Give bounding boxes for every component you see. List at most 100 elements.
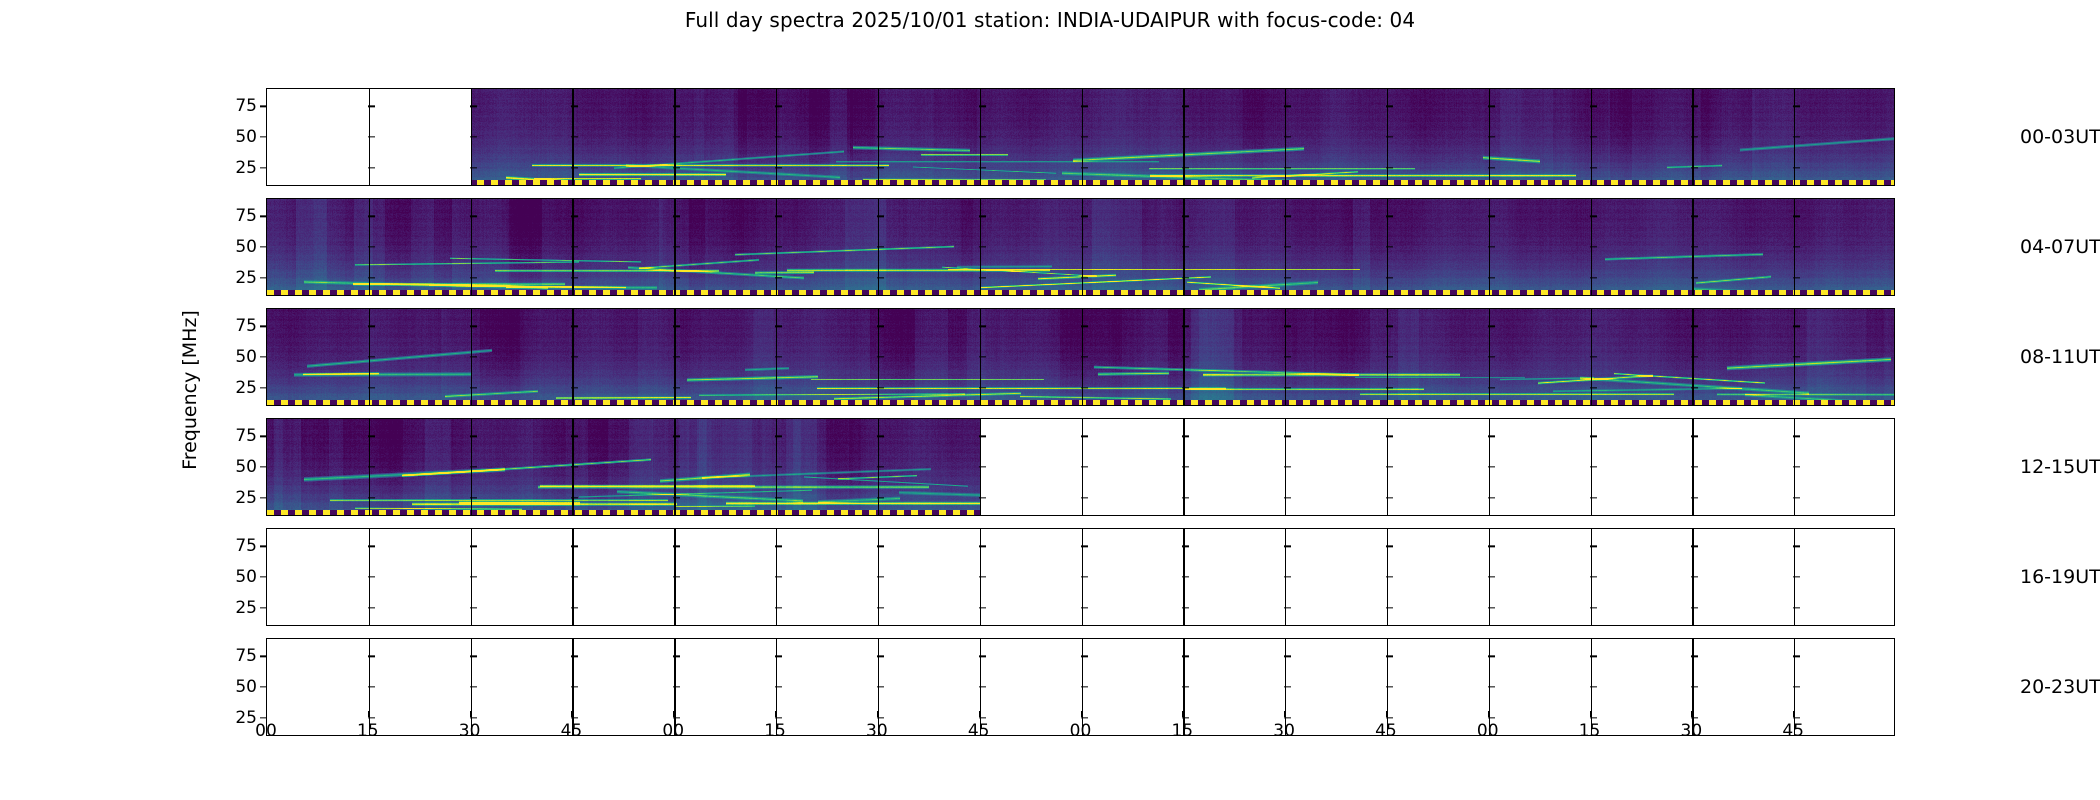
y-tick-mark-inner <box>1284 606 1292 609</box>
y-tick-label: 75 <box>235 426 257 447</box>
y-tick-mark-inner <box>469 606 477 609</box>
y-tick-mark-inner <box>469 435 477 438</box>
y-tick-mark-inner <box>673 105 681 108</box>
y-tick-mark-inner <box>1080 356 1088 358</box>
y-tick-mark-inner <box>876 466 884 468</box>
y-tick-mark-inner <box>978 545 986 548</box>
y-tick-mark <box>260 576 266 578</box>
y-tick-mark-inner <box>978 686 986 688</box>
y-tick-mark <box>260 606 266 609</box>
y-tick-mark-inner <box>775 136 783 138</box>
y-tick-mark-inner <box>1793 356 1801 358</box>
y-tick-mark-inner <box>978 246 986 248</box>
y-tick-mark-inner <box>571 466 579 468</box>
y-tick-mark-inner <box>571 276 579 279</box>
y-tick-mark-inner <box>1793 166 1801 169</box>
row-time-label: 12-15UT <box>2020 456 2100 478</box>
y-tick-mark-inner <box>775 576 783 578</box>
y-tick-mark-inner <box>978 435 986 438</box>
y-tick-mark-inner <box>469 246 477 248</box>
spectrogram-row-20-23ut[interactable]: 75 50 25 <box>235 638 1895 736</box>
spectrogram-row-08-11ut[interactable]: 75 50 25 <box>235 308 1895 406</box>
y-tick-mark-inner <box>367 246 375 248</box>
y-tick-mark-inner <box>673 215 681 218</box>
y-tick-mark <box>260 655 266 658</box>
y-tick-mark <box>260 215 266 218</box>
y-tick-mark-inner <box>367 386 375 389</box>
y-tick-mark-inner <box>1080 435 1088 438</box>
y-tick-mark-inner <box>469 325 477 328</box>
y-tick-mark-inner <box>1793 716 1801 719</box>
y-tick-label: 50 <box>235 347 257 367</box>
y-tick-mark-inner <box>571 246 579 248</box>
y-tick-mark-inner <box>1793 576 1801 578</box>
y-tick-mark-inner <box>469 166 477 169</box>
y-tick-mark-inner <box>1182 576 1190 578</box>
y-tick-mark-inner <box>1284 276 1292 279</box>
y-tick-mark-inner <box>673 466 681 468</box>
y-tick-mark-inner <box>469 496 477 499</box>
x-tick-mark <box>1487 711 1490 717</box>
x-tick-label: 30 <box>866 721 888 741</box>
y-tick-mark-inner <box>1284 215 1292 218</box>
y-tick-mark-inner <box>1487 606 1495 609</box>
y-tick-label: 25 <box>235 707 257 728</box>
y-tick-mark-inner <box>1691 215 1699 218</box>
row-time-label: 08-11UT <box>2020 346 2100 368</box>
y-tick-mark-inner <box>1385 716 1393 719</box>
y-tick-mark-inner <box>775 325 783 328</box>
y-tick-mark-inner <box>673 325 681 328</box>
y-tick-mark-inner <box>1182 716 1190 719</box>
y-tick-mark-inner <box>1080 386 1088 389</box>
y-tick-mark-inner <box>775 105 783 108</box>
y-tick-mark-inner <box>469 466 477 468</box>
y-tick-mark-inner <box>367 105 375 108</box>
y-tick-mark-inner <box>1080 276 1088 279</box>
y-tick-mark-inner <box>1385 276 1393 279</box>
y-tick-mark-inner <box>1080 105 1088 108</box>
x-tick-mark <box>1793 711 1795 717</box>
y-tick-mark-inner <box>876 136 884 138</box>
y-tick-mark-inner <box>1793 215 1801 218</box>
y-tick-mark-inner <box>1284 686 1292 688</box>
y-tick-mark <box>260 246 266 248</box>
y-tick-mark-inner <box>1487 686 1495 688</box>
y-tick-mark-inner <box>367 496 375 499</box>
y-tick-mark-inner <box>775 386 783 389</box>
y-tick-mark-inner <box>1691 356 1699 358</box>
y-tick-mark-inner <box>1487 576 1495 578</box>
y-tick-mark-inner <box>1385 215 1393 218</box>
y-tick-mark-inner <box>1385 136 1393 138</box>
y-tick-mark-inner <box>673 136 681 138</box>
y-tick-mark-inner <box>1385 576 1393 578</box>
y-tick-mark-inner <box>1284 496 1292 499</box>
y-tick-mark-inner <box>1080 655 1088 658</box>
spectrogram-row-12-15ut[interactable]: 75 50 25 <box>235 418 1895 516</box>
y-tick-mark-inner <box>775 655 783 658</box>
y-tick-mark-inner <box>367 576 375 578</box>
y-tick-mark-inner <box>1589 386 1597 389</box>
y-tick-mark <box>260 716 266 719</box>
y-tick-label: 50 <box>235 677 257 697</box>
x-tick-mark <box>876 711 879 717</box>
spectrogram-row-04-07ut[interactable]: 75 50 25 <box>235 198 1895 296</box>
y-tick-mark-inner <box>876 686 884 688</box>
y-tick-mark-inner <box>1080 166 1088 169</box>
y-tick-mark-inner <box>1589 576 1597 578</box>
spectrogram-row-16-19ut[interactable]: 75 50 25 <box>235 528 1895 626</box>
y-tick-mark-inner <box>1793 606 1801 609</box>
y-tick-mark-inner <box>1385 105 1393 108</box>
y-tick-mark-inner <box>1793 496 1801 499</box>
y-tick-mark-inner <box>1080 496 1088 499</box>
y-tick-mark-inner <box>673 606 681 609</box>
y-tick-mark-inner <box>978 166 986 169</box>
y-tick-label: 50 <box>235 457 257 477</box>
spectrogram-row-00-03ut[interactable]: 75 50 25 <box>235 88 1895 186</box>
x-tick-label: 30 <box>1273 721 1295 741</box>
y-tick-mark-inner <box>1182 655 1190 658</box>
y-tick-mark-inner <box>571 686 579 688</box>
x-tick-mark <box>469 711 471 717</box>
y-tick-mark-inner <box>571 435 579 438</box>
y-tick-mark-inner <box>1385 686 1393 688</box>
